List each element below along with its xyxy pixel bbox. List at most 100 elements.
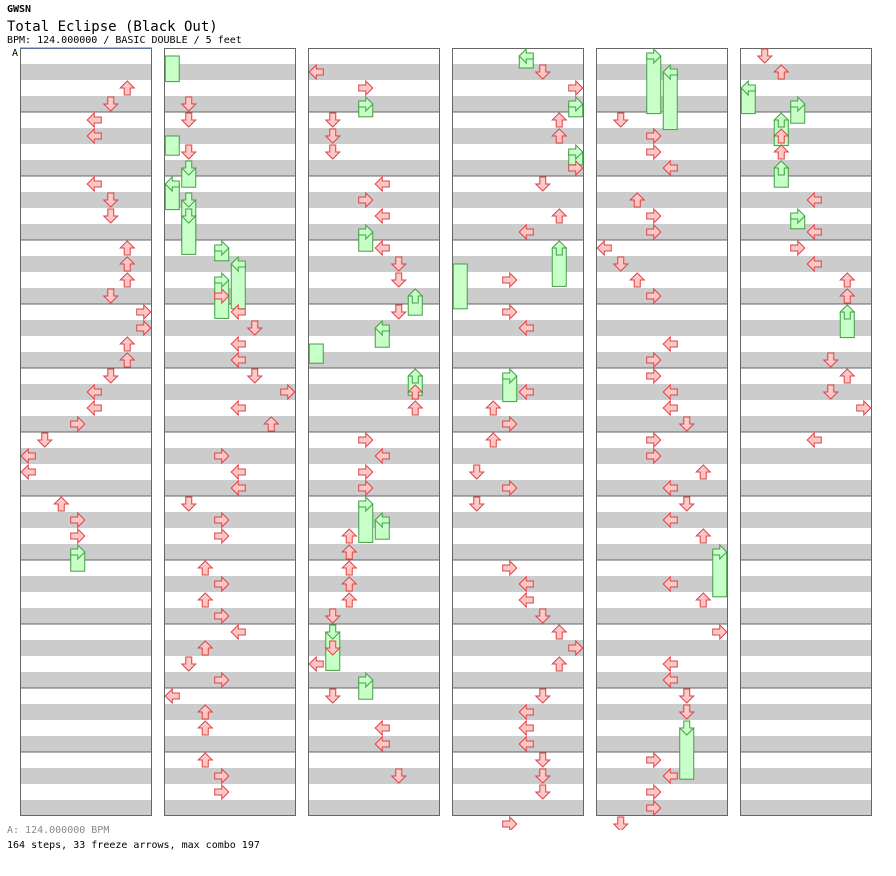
- step-arrow: [308, 655, 324, 673]
- step-arrow: [629, 192, 646, 208]
- step-arrow: [324, 144, 341, 160]
- step-arrow: [358, 223, 374, 241]
- step-arrow: [214, 783, 230, 801]
- step-arrow: [374, 511, 390, 529]
- step-arrow: [568, 159, 584, 177]
- step-arrow: [612, 816, 629, 830]
- step-arrow: [518, 575, 534, 593]
- step-arrow: [839, 288, 856, 304]
- step-arrow: [230, 335, 246, 353]
- step-arrow: [324, 688, 341, 704]
- step-arrow: [164, 175, 180, 193]
- step-arrow: [197, 640, 214, 656]
- step-arrow: [358, 495, 374, 513]
- step-arrow: [358, 671, 374, 689]
- step-arrow: [180, 112, 197, 128]
- step-arrow: [136, 303, 152, 321]
- step-arrow: [102, 96, 119, 112]
- step-arrow: [197, 704, 214, 720]
- step-arrow: [180, 656, 197, 672]
- step-arrow: [773, 160, 790, 176]
- freeze-arrow: [646, 55, 662, 115]
- step-arrow: [53, 496, 70, 512]
- step-arrow: [806, 255, 822, 273]
- freeze-arrow: [662, 71, 678, 131]
- step-arrow: [646, 351, 662, 369]
- step-arrow: [197, 560, 214, 576]
- step-arrow: [374, 207, 390, 225]
- step-arrow: [551, 128, 568, 144]
- step-arrow: [358, 79, 374, 97]
- step-arrow: [230, 351, 246, 369]
- step-arrow: [551, 208, 568, 224]
- step-arrow: [534, 784, 551, 800]
- step-arrow: [324, 624, 341, 640]
- chart-column: [596, 48, 728, 816]
- freeze-arrow: [452, 263, 468, 310]
- step-arrow: [214, 447, 230, 465]
- step-arrow: [407, 384, 424, 400]
- step-arrow: [374, 447, 390, 465]
- step-arrow: [646, 127, 662, 145]
- step-arrow: [502, 303, 518, 321]
- step-arrow: [358, 431, 374, 449]
- step-arrow: [180, 496, 197, 512]
- step-arrow: [374, 175, 390, 193]
- step-arrow: [374, 719, 390, 737]
- step-arrow: [839, 304, 856, 320]
- step-arrow: [518, 383, 534, 401]
- step-arrow: [662, 511, 678, 529]
- step-arrow: [678, 688, 695, 704]
- step-arrow: [230, 463, 246, 481]
- step-arrow: [86, 399, 102, 417]
- step-arrow: [358, 95, 374, 113]
- step-arrow: [629, 272, 646, 288]
- step-arrow: [214, 607, 230, 625]
- step-arrow: [20, 463, 36, 481]
- step-arrow: [502, 271, 518, 289]
- step-arrow: [407, 288, 424, 304]
- step-arrow: [534, 768, 551, 784]
- step-arrow: [180, 192, 197, 208]
- step-arrow: [324, 112, 341, 128]
- bpm-summary: A: 124.000000 BPM: [7, 825, 110, 836]
- chart-column: [20, 48, 152, 816]
- step-arrow: [214, 511, 230, 529]
- step-arrow: [70, 511, 86, 529]
- step-arrow: [214, 239, 230, 257]
- step-arrow: [678, 416, 695, 432]
- step-arrow: [230, 303, 246, 321]
- step-arrow: [678, 496, 695, 512]
- step-arrow: [358, 191, 374, 209]
- step-arrow: [773, 128, 790, 144]
- step-arrow: [102, 368, 119, 384]
- step-arrow: [773, 64, 790, 80]
- step-arrow: [485, 432, 502, 448]
- step-arrow: [197, 592, 214, 608]
- step-arrow: [214, 767, 230, 785]
- chart-column: [740, 48, 872, 816]
- step-arrow: [197, 752, 214, 768]
- step-arrow: [568, 143, 584, 161]
- step-arrow: [551, 112, 568, 128]
- step-arrow: [662, 767, 678, 785]
- step-arrow: [551, 624, 568, 640]
- step-arrow: [180, 144, 197, 160]
- step-arrow: [612, 112, 629, 128]
- step-arrow: [246, 368, 263, 384]
- step-arrow: [596, 239, 612, 257]
- step-arrow: [790, 95, 806, 113]
- step-arrow: [324, 608, 341, 624]
- step-arrow: [518, 223, 534, 241]
- step-arrow: [551, 240, 568, 256]
- step-arrow: [678, 704, 695, 720]
- step-arrow: [390, 768, 407, 784]
- step-arrow: [806, 223, 822, 241]
- step-arrow: [180, 96, 197, 112]
- step-arrow: [374, 319, 390, 337]
- step-arrow: [518, 47, 534, 65]
- step-arrow: [180, 160, 197, 176]
- step-arrow: [70, 527, 86, 545]
- step-arrow: [806, 431, 822, 449]
- step-arrow: [86, 111, 102, 129]
